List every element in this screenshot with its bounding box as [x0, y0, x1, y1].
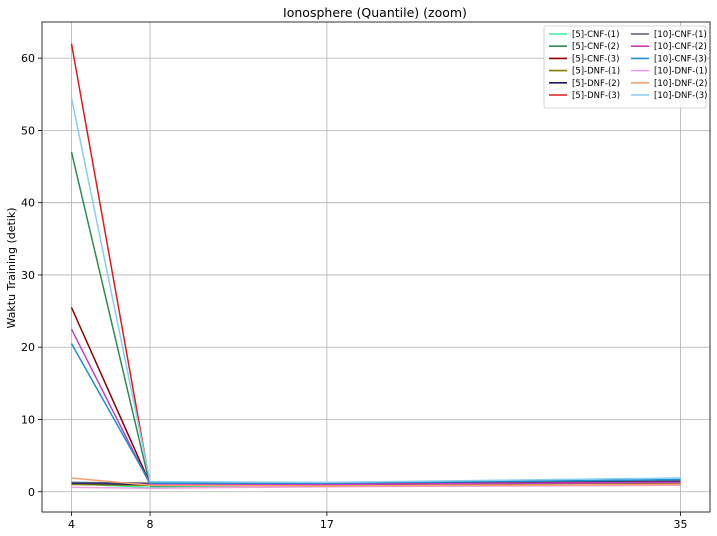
y-axis-label: Waktu Training (detik): [5, 207, 18, 328]
legend-label: [10]-DNF-(1): [654, 67, 707, 77]
y-tick-label: 40: [21, 197, 35, 210]
plot-frame: [41, 21, 711, 513]
series-lines: [70, 43, 681, 489]
axes: 4 8 17 35 0 10 20 30 40 50 60: [21, 52, 688, 531]
legend-label: [5]-CNF-(1): [572, 30, 619, 40]
legend-label: [5]-CNF-(2): [572, 42, 619, 52]
series-line: [70, 328, 681, 486]
legend-label: [10]-DNF-(3): [654, 91, 707, 101]
x-tick-label: 17: [320, 518, 334, 531]
x-tick-label: 8: [147, 518, 154, 531]
legend-label: [5]-CNF-(3): [572, 54, 619, 64]
legend-label: [10]-CNF-(2): [654, 42, 707, 52]
series-line: [70, 97, 681, 484]
y-tick-label: 20: [21, 341, 35, 354]
y-tick-label: 0: [28, 486, 35, 499]
legend: [5]-CNF-(1) [5]-CNF-(2) [5]-CNF-(3) [5]-DNF…: [543, 25, 707, 109]
series-line: [71, 477, 681, 487]
chart-title: Ionosphere (Quantile) (zoom): [283, 5, 467, 20]
x-tick-label: 35: [674, 518, 688, 531]
legend-label: [10]-CNF-(3): [654, 54, 707, 64]
legend-label: [5]-DNF-(1): [572, 67, 620, 77]
legend-label: [10]-DNF-(2): [654, 79, 707, 89]
y-tick-label: 50: [21, 124, 35, 137]
x-tick-label: 4: [68, 518, 75, 531]
y-tick-label: 60: [21, 52, 35, 65]
y-tick-label: 30: [21, 269, 35, 282]
legend-label: [10]-CNF-(1): [654, 30, 707, 40]
legend-label: [5]-DNF-(3): [572, 91, 620, 101]
legend-label: [5]-DNF-(2): [572, 79, 620, 89]
y-tick-label: 10: [21, 413, 35, 426]
series-line: [70, 343, 681, 484]
legend-box: [543, 25, 707, 109]
